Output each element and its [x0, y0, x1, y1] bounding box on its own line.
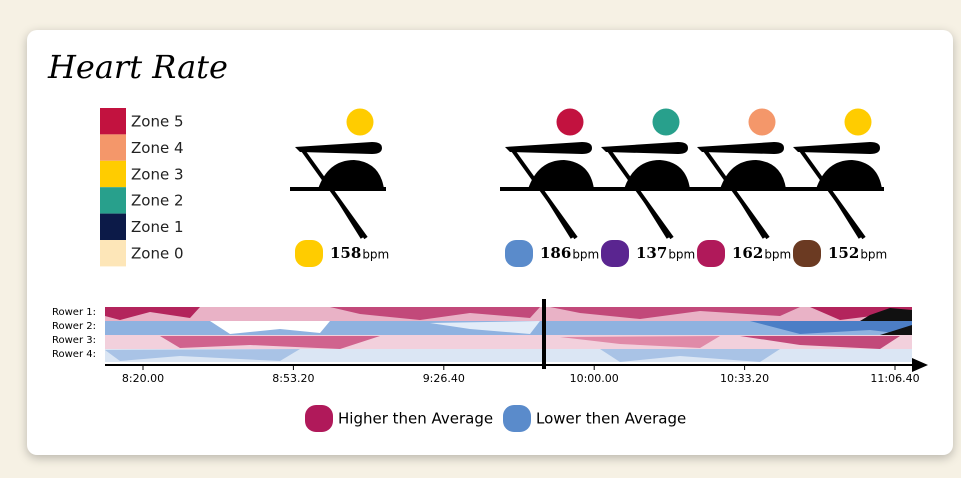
rower-icon — [788, 142, 884, 238]
rower-icon — [692, 142, 788, 238]
bpm-value: 137 — [636, 244, 667, 262]
dashboard: Heart Rate Zone 5 Zone 4 Zone 3 Zone 2 Zone … — [0, 0, 961, 478]
time-tick: 8:20.00 — [122, 372, 164, 385]
legend-badge — [503, 405, 531, 432]
bpm-unit: bpm — [668, 248, 695, 262]
time-tick: 9:26.40 — [423, 372, 465, 385]
rower-icon — [290, 142, 386, 238]
time-tick: 8:53.20 — [272, 372, 314, 385]
time-tick: 10:33.20 — [720, 372, 769, 385]
zone-dot — [653, 109, 680, 136]
bpm-value: 186 — [540, 244, 571, 262]
zone-dot — [845, 109, 872, 136]
zone-label: Zone 2 — [131, 192, 184, 210]
legend-label: Higher then Average — [338, 410, 493, 428]
rower-badge — [295, 240, 323, 267]
page: {"header": {"title": "Heart Rate"}, "zon… — [0, 0, 961, 478]
row-label: Rower 4: — [52, 349, 96, 360]
bpm-unit: bpm — [572, 248, 599, 262]
rower-icon — [596, 142, 692, 238]
row-label: Rower 2: — [52, 321, 96, 332]
zone-label: Zone 1 — [131, 218, 184, 236]
legend-label: Lower then Average — [536, 410, 686, 428]
row-label: Rower 1: — [52, 307, 96, 318]
bpm-unit: bpm — [362, 248, 389, 262]
time-tick: 10:00.00 — [570, 372, 619, 385]
row-label: Rower 3: — [52, 335, 96, 346]
zone-swatch — [100, 187, 126, 213]
legend-badge — [305, 405, 333, 432]
zone-swatch — [100, 161, 126, 187]
rower-icon — [500, 142, 596, 238]
axis-arrow — [912, 358, 928, 372]
zone-dot — [347, 109, 374, 136]
zone-label: Zone 4 — [131, 139, 184, 157]
bpm-value: 152 — [828, 244, 859, 262]
zone-label: Zone 3 — [131, 165, 184, 183]
bpm-unit: bpm — [860, 248, 887, 262]
rower-badge — [793, 240, 821, 267]
bpm-unit: bpm — [764, 248, 791, 262]
time-tick: 11:06.40 — [870, 372, 919, 385]
zone-swatch — [100, 108, 126, 134]
zone-dot — [557, 109, 584, 136]
bpm-value: 162 — [732, 244, 763, 262]
zone-dot — [749, 109, 776, 136]
zone-label: Zone 0 — [131, 245, 184, 263]
zone-label: Zone 5 — [131, 113, 184, 131]
title: Heart Rate — [47, 48, 228, 86]
rower-badge — [697, 240, 725, 267]
bpm-value: 158 — [330, 244, 361, 262]
rower-badge — [601, 240, 629, 267]
rower-badge — [505, 240, 533, 267]
heatmap — [105, 299, 912, 369]
zone-swatch — [100, 134, 126, 160]
zone-swatch — [100, 240, 126, 266]
zone-swatch — [100, 214, 126, 240]
